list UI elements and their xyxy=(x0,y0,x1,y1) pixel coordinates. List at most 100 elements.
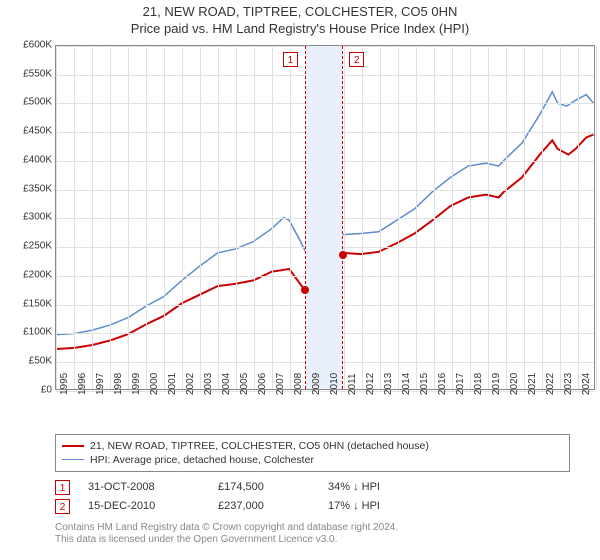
gridline-v xyxy=(200,46,201,389)
x-axis-label: 2020 xyxy=(509,373,520,395)
x-axis-label: 2000 xyxy=(149,373,160,395)
gridline-v xyxy=(470,46,471,389)
y-axis-label: £250K xyxy=(23,241,52,252)
legend-row: 21, NEW ROAD, TIPTREE, COLCHESTER, CO5 0… xyxy=(62,439,563,453)
legend: 21, NEW ROAD, TIPTREE, COLCHESTER, CO5 0… xyxy=(55,434,570,472)
gridline-v xyxy=(236,46,237,389)
x-axis-label: 2006 xyxy=(257,373,268,395)
transaction-marker-box: 1 xyxy=(55,480,70,495)
y-axis-label: £200K xyxy=(23,269,52,280)
x-axis-label: 2022 xyxy=(545,373,556,395)
footer-line-1: Contains HM Land Registry data © Crown c… xyxy=(55,522,570,535)
chart-area: 12 £0£50K£100K£150K£200K£250K£300K£350K£… xyxy=(0,40,600,430)
chart-marker-box: 1 xyxy=(283,52,298,67)
x-axis-label: 2007 xyxy=(275,373,286,395)
x-axis-label: 2009 xyxy=(311,373,322,395)
footer-line-2: This data is licensed under the Open Gov… xyxy=(55,534,570,547)
y-axis-label: £550K xyxy=(23,68,52,79)
y-axis-label: £400K xyxy=(23,154,52,165)
x-axis-label: 2008 xyxy=(293,373,304,395)
gridline-v xyxy=(110,46,111,389)
x-axis-label: 2018 xyxy=(473,373,484,395)
x-axis-label: 2021 xyxy=(527,373,538,395)
gridline-v xyxy=(164,46,165,389)
legend-label: HPI: Average price, detached house, Colc… xyxy=(90,454,314,466)
x-axis-label: 1998 xyxy=(113,373,124,395)
gridline-v xyxy=(146,46,147,389)
x-axis-label: 2011 xyxy=(347,373,358,395)
x-axis-label: 2001 xyxy=(167,373,178,395)
transaction-date: 15-DEC-2010 xyxy=(88,500,218,512)
transaction-date: 31-OCT-2008 xyxy=(88,481,218,493)
x-axis-label: 2023 xyxy=(563,373,574,395)
y-axis-label: £450K xyxy=(23,126,52,137)
x-axis-label: 2017 xyxy=(455,373,466,395)
gridline-v xyxy=(452,46,453,389)
x-axis-label: 2014 xyxy=(401,373,412,395)
plot-area: 12 xyxy=(55,45,595,390)
x-axis-label: 2016 xyxy=(437,373,448,395)
legend-swatch xyxy=(62,459,84,460)
x-axis-label: 2024 xyxy=(581,373,592,395)
y-axis-label: £150K xyxy=(23,298,52,309)
footer-attribution: Contains HM Land Registry data © Crown c… xyxy=(55,522,570,547)
gridline-v xyxy=(398,46,399,389)
chart-title: 21, NEW ROAD, TIPTREE, COLCHESTER, CO5 0… xyxy=(0,0,600,40)
gridline-v xyxy=(128,46,129,389)
transaction-price: £174,500 xyxy=(218,481,328,493)
chart-marker-box: 2 xyxy=(349,52,364,67)
transaction-marker-box: 2 xyxy=(55,499,70,514)
gridline-v xyxy=(380,46,381,389)
gridline-v xyxy=(254,46,255,389)
gridline-v xyxy=(272,46,273,389)
gridline-v xyxy=(416,46,417,389)
table-row: 1 31-OCT-2008 £174,500 34% ↓ HPI xyxy=(55,478,570,497)
gridline-v xyxy=(488,46,489,389)
x-axis-label: 2015 xyxy=(419,373,430,395)
x-axis-label: 1999 xyxy=(131,373,142,395)
gridline-v xyxy=(578,46,579,389)
transaction-hpi: 17% ↓ HPI xyxy=(328,500,380,512)
y-axis-label: £50K xyxy=(29,356,52,367)
x-axis-label: 2019 xyxy=(491,373,502,395)
transactions-table: 1 31-OCT-2008 £174,500 34% ↓ HPI 2 15-DE… xyxy=(55,478,570,516)
transaction-band xyxy=(305,46,343,389)
gridline-v xyxy=(344,46,345,389)
gridline-v xyxy=(560,46,561,389)
transaction-dot xyxy=(301,286,309,294)
title-line-1: 21, NEW ROAD, TIPTREE, COLCHESTER, CO5 0… xyxy=(0,4,600,21)
x-axis-label: 2010 xyxy=(329,373,340,395)
x-axis-label: 1997 xyxy=(95,373,106,395)
y-axis-label: £300K xyxy=(23,212,52,223)
x-axis-label: 2012 xyxy=(365,373,376,395)
x-axis-label: 1995 xyxy=(59,373,70,395)
y-axis-label: £600K xyxy=(23,39,52,50)
gridline-v xyxy=(218,46,219,389)
gridline-v xyxy=(56,46,57,389)
y-axis-label: £500K xyxy=(23,97,52,108)
transaction-hpi: 34% ↓ HPI xyxy=(328,481,380,493)
y-axis-label: £100K xyxy=(23,327,52,338)
x-axis-label: 1996 xyxy=(77,373,88,395)
transaction-dot xyxy=(339,251,347,259)
gridline-v xyxy=(596,46,597,389)
gridline-v xyxy=(92,46,93,389)
y-axis-label: £0 xyxy=(41,384,52,395)
x-axis-label: 2003 xyxy=(203,373,214,395)
transaction-price: £237,000 xyxy=(218,500,328,512)
gridline-v xyxy=(434,46,435,389)
legend-row: HPI: Average price, detached house, Colc… xyxy=(62,453,563,467)
gridline-v xyxy=(506,46,507,389)
gridline-v xyxy=(542,46,543,389)
x-axis-label: 2002 xyxy=(185,373,196,395)
gridline-v xyxy=(362,46,363,389)
x-axis-label: 2005 xyxy=(239,373,250,395)
gridline-v xyxy=(524,46,525,389)
x-axis-label: 2004 xyxy=(221,373,232,395)
title-line-2: Price paid vs. HM Land Registry's House … xyxy=(0,21,600,38)
table-row: 2 15-DEC-2010 £237,000 17% ↓ HPI xyxy=(55,497,570,516)
legend-label: 21, NEW ROAD, TIPTREE, COLCHESTER, CO5 0… xyxy=(90,440,429,452)
gridline-v xyxy=(290,46,291,389)
gridline-v xyxy=(182,46,183,389)
gridline-v xyxy=(74,46,75,389)
